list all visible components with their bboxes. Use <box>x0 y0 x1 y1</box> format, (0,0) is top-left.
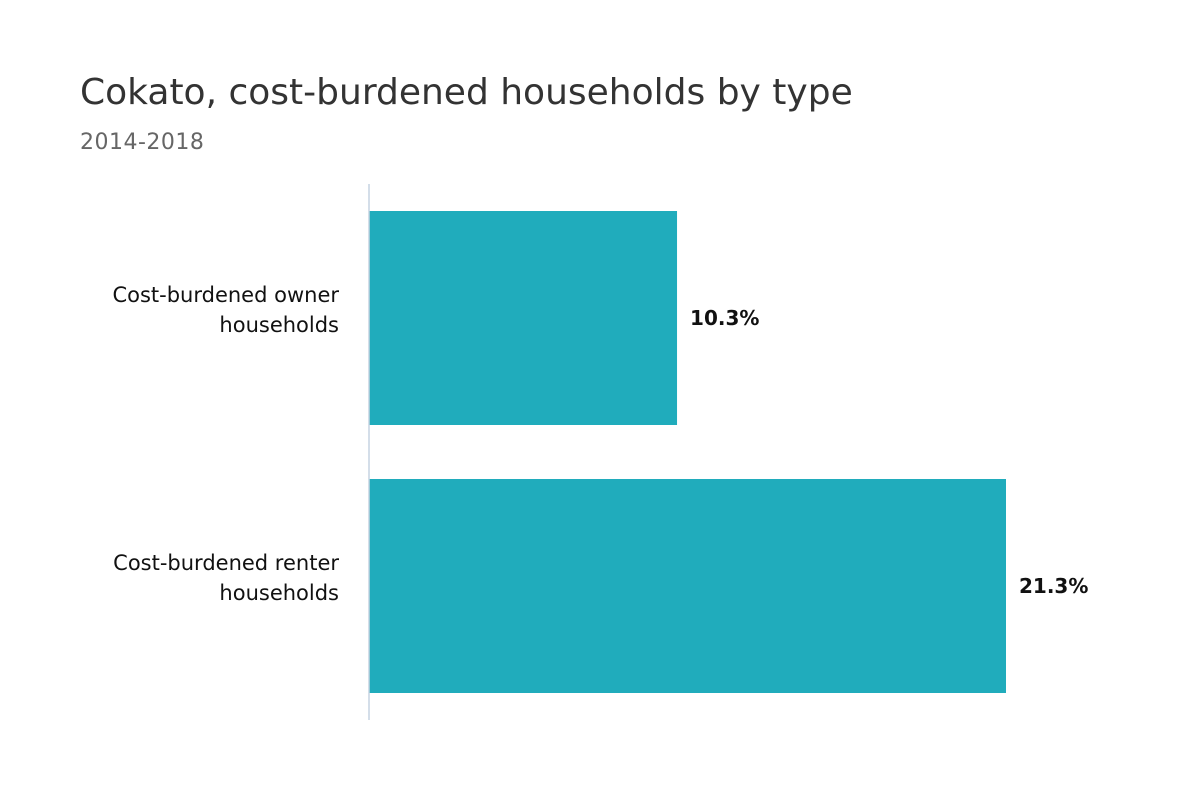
category-label-line: Cost-burdened renter <box>113 551 339 575</box>
category-label-line: Cost-burdened owner <box>112 283 339 307</box>
chart-subtitle: 2014-2018 <box>80 130 205 155</box>
category-label: Cost-burdened renter households <box>113 551 339 605</box>
chart-title: Cokato, cost-burdened households by type <box>80 72 853 113</box>
data-label: 21.3% <box>1019 574 1088 598</box>
bar-renter <box>369 479 1006 693</box>
category-label-line: households <box>219 581 339 605</box>
category-label: Cost-burdened owner households <box>112 283 339 337</box>
data-label: 10.3% <box>690 306 759 330</box>
bar-owner <box>369 211 678 425</box>
category-label-line: households <box>219 313 339 337</box>
